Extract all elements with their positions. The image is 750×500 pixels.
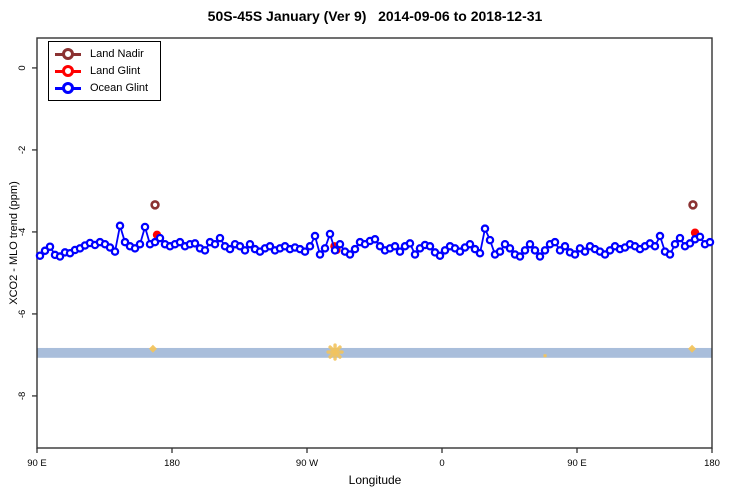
ocean-glint-series bbox=[35, 221, 715, 261]
svg-text:-4: -4 bbox=[17, 228, 28, 236]
chart-title: 50S-45S January (Ver 9) 2014-09-06 to 20… bbox=[207, 8, 543, 24]
svg-text:0: 0 bbox=[17, 65, 28, 70]
legend-item-ocean-glint: Ocean Glint bbox=[55, 80, 148, 96]
svg-text:180: 180 bbox=[704, 458, 720, 469]
highlight-band bbox=[37, 347, 712, 358]
svg-text:90 E: 90 E bbox=[27, 458, 47, 469]
svg-text:90 E: 90 E bbox=[567, 458, 587, 469]
legend-label: Ocean Glint bbox=[90, 82, 149, 94]
ocean-glint-marker-icon bbox=[55, 82, 81, 94]
legend-item-land-glint: Land Glint bbox=[55, 63, 148, 79]
svg-text:0: 0 bbox=[439, 458, 444, 469]
land-glint-marker-icon bbox=[55, 65, 81, 77]
legend-item-land-nadir: Land Nadir bbox=[55, 46, 148, 62]
legend-label: Land Nadir bbox=[90, 48, 144, 60]
land-nadir-marker-icon bbox=[55, 48, 81, 60]
y-axis-title: XCO2 - MLO trend (ppm) bbox=[8, 181, 20, 305]
legend-box: Land Nadir Land Glint Ocean Glint bbox=[48, 41, 162, 101]
svg-text:180: 180 bbox=[164, 458, 180, 469]
svg-text:90 W: 90 W bbox=[296, 458, 318, 469]
axis-ticks: 90 E 180 90 W 0 90 E 180 0 -2 -4 -6 -8 bbox=[17, 65, 720, 469]
cluster-markers bbox=[148, 343, 697, 361]
svg-text:-2: -2 bbox=[17, 146, 28, 154]
legend-label: Land Glint bbox=[90, 65, 141, 77]
land-nadir-series bbox=[150, 200, 698, 210]
svg-text:-6: -6 bbox=[17, 310, 28, 318]
svg-text:-8: -8 bbox=[17, 392, 28, 400]
x-axis-title: Longitude bbox=[348, 473, 402, 487]
